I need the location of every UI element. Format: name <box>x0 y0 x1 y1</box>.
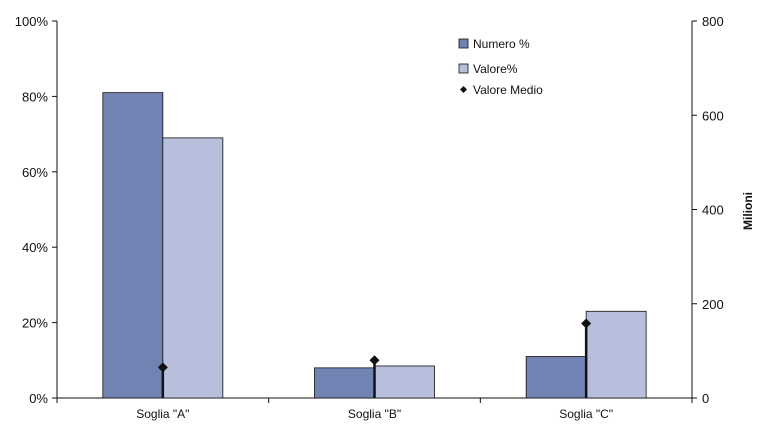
right-axis-ticks: 0 200 400 600 800 <box>692 14 724 406</box>
marker-valore-medio-1 <box>157 362 168 373</box>
markers <box>157 318 592 398</box>
bar-numero-2 <box>314 367 375 399</box>
legend-swatch-numero <box>458 38 469 49</box>
left-tick-label: 100% <box>15 14 49 29</box>
right-tick-label: 400 <box>702 203 724 218</box>
right-tick-label: 600 <box>702 108 724 123</box>
legend: Numero % Valore% Valore Medio <box>453 31 565 103</box>
marker-valore-medio-3 <box>581 318 592 329</box>
right-axis-title: Milioni <box>741 192 755 230</box>
category-label: Soglia "B" <box>348 407 401 421</box>
legend-label-valore-medio: Valore Medio <box>473 83 543 97</box>
right-tick-label: 0 <box>702 391 709 406</box>
category-label: Soglia "C" <box>559 407 613 421</box>
right-tick-label: 800 <box>702 14 724 29</box>
bar-valore-1 <box>162 137 224 399</box>
legend-label-numero: Numero % <box>473 37 530 51</box>
bar-numero-1 <box>102 92 164 399</box>
category-labels: Soglia "A" Soglia "B" Soglia "C" <box>136 407 613 421</box>
legend-box <box>453 31 565 103</box>
left-tick-label: 0% <box>29 391 48 406</box>
bar-valore-3 <box>585 310 647 399</box>
legend-swatch-valore <box>458 63 469 74</box>
left-tick-label: 20% <box>22 316 48 331</box>
left-axis-ticks: 0% 20% 40% 60% 80% 100% <box>15 14 57 406</box>
left-tick-label: 60% <box>22 165 48 180</box>
bar-numero-3 <box>525 356 587 399</box>
left-tick-label: 80% <box>22 89 48 104</box>
category-label: Soglia "A" <box>136 407 189 421</box>
bar-valore-2 <box>374 365 435 399</box>
legend-marker-valore-medio <box>460 86 467 93</box>
legend-label-valore: Valore% <box>473 62 518 76</box>
bars <box>102 92 647 399</box>
right-tick-label: 200 <box>702 297 724 312</box>
marker-valore-medio-2 <box>369 355 380 366</box>
left-tick-label: 40% <box>22 240 48 255</box>
